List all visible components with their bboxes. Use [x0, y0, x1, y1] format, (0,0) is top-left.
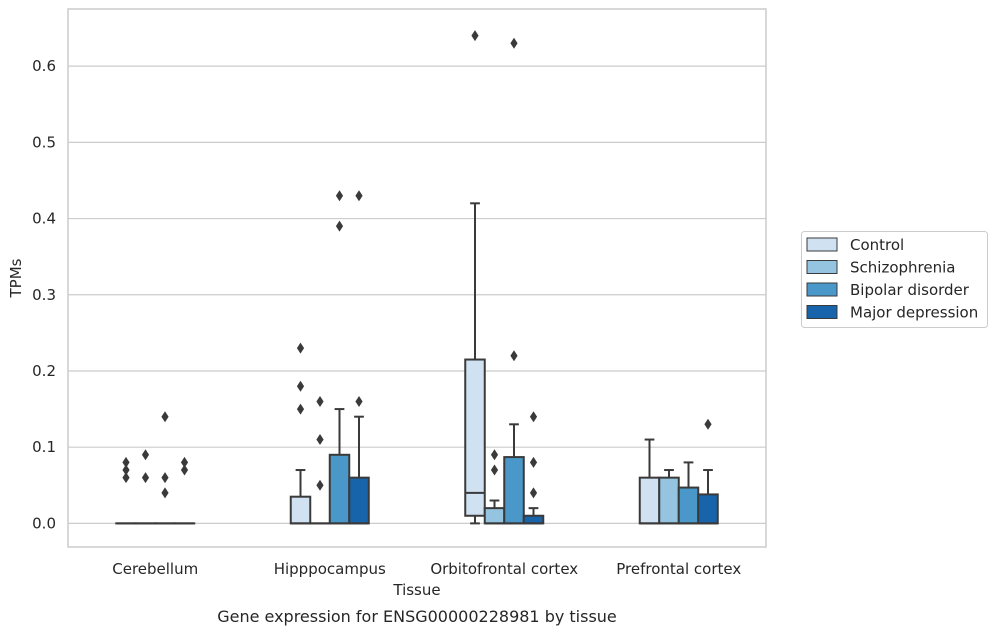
- x-tick-label: Cerebellum: [112, 560, 198, 578]
- legend: Control Schizophrenia Bipolar disorder Majo…: [801, 231, 988, 328]
- x-tick-label: Hipppocampus: [274, 560, 386, 578]
- gridlines: [68, 65, 766, 524]
- x-axis-title: Tissue: [392, 581, 440, 599]
- outlier-point: [180, 464, 189, 476]
- box-body: [328, 453, 351, 525]
- box-major-depression: [697, 418, 719, 525]
- y-tick-label: 0.3: [32, 286, 56, 304]
- outlier-point: [316, 395, 324, 407]
- y-axis-title: TPMs: [7, 258, 25, 298]
- box-control: [464, 30, 486, 525]
- outlier-point: [122, 472, 130, 484]
- box-body: [348, 476, 370, 525]
- outlier-point: [141, 472, 150, 484]
- box-schizophrenia: [658, 469, 680, 525]
- outlier-point: [161, 472, 169, 484]
- outlier-point: [355, 395, 363, 407]
- legend-swatch: [806, 282, 838, 297]
- outlier-point: [529, 411, 538, 423]
- outlier-point: [510, 350, 518, 362]
- legend-swatch: [806, 305, 838, 319]
- legend-label: Schizophrenia: [850, 259, 955, 277]
- y-tick-label: 0.4: [32, 210, 56, 228]
- legend-label: Bipolar disorder: [850, 281, 970, 299]
- outlier-point: [296, 342, 305, 354]
- legend-frame: [801, 231, 988, 328]
- box-major-depression: [173, 456, 196, 525]
- outlier-point: [141, 449, 150, 461]
- outlier-point: [510, 37, 518, 49]
- outlier-point: [296, 403, 305, 415]
- outlier-point: [122, 456, 130, 468]
- box-control: [638, 438, 661, 525]
- box-bipolar-disorder: [154, 411, 176, 525]
- box-body: [697, 493, 719, 525]
- outlier-point: [335, 220, 344, 232]
- outlier-point: [161, 411, 169, 423]
- box-schizophrenia: [483, 449, 506, 525]
- box-body: [522, 514, 545, 525]
- outlier-point: [471, 30, 479, 42]
- outlier-point: [180, 456, 189, 468]
- box-schizophrenia: [134, 449, 157, 525]
- y-tick-label: 0.2: [32, 362, 56, 380]
- outlier-point: [355, 190, 363, 202]
- outlier-point: [335, 190, 344, 202]
- legend-label: Major depression: [850, 304, 978, 322]
- legend-swatch: [806, 260, 838, 274]
- x-axis-ticks: Cerebellum Hipppocampus Orbitofrontal cort…: [112, 560, 741, 578]
- box-bipolar-disorder: [328, 190, 351, 525]
- box-control: [289, 342, 312, 525]
- plot-area-frame: [67, 8, 767, 548]
- outlier-point: [529, 487, 538, 499]
- y-tick-label: 0.1: [32, 438, 56, 456]
- x-tick-label: Orbitofrontal cortex: [430, 560, 578, 578]
- outlier-point: [122, 464, 130, 476]
- outlier-point: [490, 464, 499, 476]
- outlier-point: [704, 418, 712, 430]
- box-body: [289, 495, 312, 525]
- outlier-point: [490, 449, 499, 461]
- box-body: [658, 476, 680, 525]
- box-body: [677, 486, 700, 525]
- legend-label: Control: [850, 236, 904, 254]
- outlier-point: [316, 479, 324, 491]
- box-body: [464, 358, 486, 517]
- box-schizophrenia: [309, 395, 331, 525]
- box-body: [638, 476, 661, 525]
- y-tick-label: 0.5: [32, 133, 56, 151]
- box-body: [503, 456, 525, 525]
- box-major-depression: [348, 190, 370, 525]
- box-bipolar-disorder: [677, 461, 700, 525]
- outlier-point: [529, 456, 538, 468]
- box-control: [115, 456, 137, 525]
- outlier-point: [316, 434, 324, 446]
- y-tick-label: 0.0: [32, 514, 56, 532]
- box-bipolar-disorder: [503, 37, 525, 525]
- outlier-point: [161, 487, 169, 499]
- legend-swatch: [806, 237, 838, 252]
- chart-caption: Gene expression for ENSG00000228981 by t…: [217, 607, 617, 626]
- outlier-point: [296, 380, 305, 392]
- box-major-depression: [522, 411, 545, 525]
- y-axis-ticks: 0.0 0.1 0.2 0.3 0.4 0.5 0.6: [32, 57, 56, 532]
- box-body: [483, 507, 506, 525]
- box-marks: [115, 30, 719, 525]
- y-tick-label: 0.6: [32, 57, 56, 75]
- x-tick-label: Prefrontal cortex: [616, 560, 741, 578]
